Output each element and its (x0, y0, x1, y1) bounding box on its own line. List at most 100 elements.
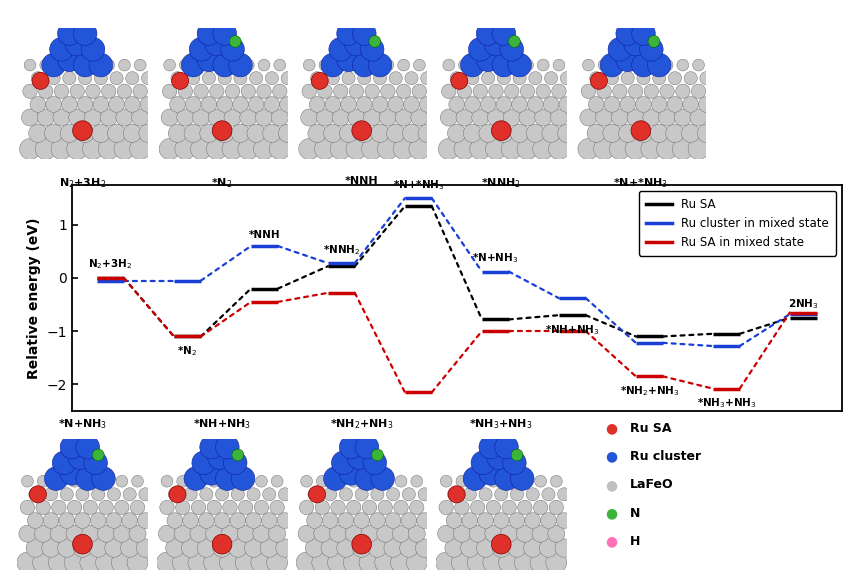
Circle shape (231, 124, 250, 143)
Text: *N$_2$: *N$_2$ (178, 345, 197, 358)
Circle shape (467, 552, 488, 573)
Circle shape (510, 124, 529, 143)
Circle shape (210, 84, 224, 99)
Circle shape (43, 512, 59, 528)
Circle shape (352, 121, 371, 140)
Circle shape (212, 534, 232, 554)
Circle shape (118, 59, 130, 71)
Circle shape (300, 475, 312, 487)
Circle shape (124, 124, 141, 143)
Circle shape (77, 96, 93, 112)
Circle shape (92, 449, 104, 461)
Circle shape (100, 109, 118, 126)
Circle shape (161, 475, 173, 487)
Circle shape (493, 512, 509, 528)
Circle shape (212, 121, 232, 140)
Circle shape (175, 139, 195, 160)
Circle shape (411, 109, 428, 126)
Circle shape (627, 109, 644, 126)
Circle shape (339, 461, 363, 485)
Circle shape (52, 451, 76, 475)
Circle shape (476, 22, 500, 45)
Circle shape (31, 72, 45, 85)
Circle shape (85, 109, 102, 126)
Circle shape (632, 22, 656, 45)
Circle shape (549, 500, 563, 515)
Text: *NH+NH$_3$: *NH+NH$_3$ (193, 417, 251, 431)
Circle shape (183, 512, 199, 528)
Circle shape (387, 96, 404, 112)
Circle shape (401, 512, 417, 528)
Circle shape (484, 32, 508, 56)
Circle shape (250, 72, 263, 85)
Circle shape (519, 109, 536, 126)
Circle shape (274, 59, 286, 71)
Circle shape (368, 539, 387, 557)
Circle shape (200, 461, 223, 485)
Circle shape (464, 467, 486, 490)
Circle shape (682, 124, 700, 143)
Circle shape (85, 84, 100, 99)
Circle shape (302, 84, 316, 99)
Circle shape (133, 84, 147, 99)
Circle shape (233, 72, 247, 85)
Circle shape (590, 72, 603, 85)
Circle shape (132, 109, 149, 126)
Circle shape (370, 512, 385, 528)
Circle shape (59, 512, 74, 528)
Circle shape (74, 22, 97, 45)
Circle shape (631, 121, 651, 140)
Text: *NH+NH$_3$: *NH+NH$_3$ (545, 323, 600, 337)
Circle shape (327, 552, 349, 573)
Circle shape (460, 539, 479, 557)
Circle shape (398, 59, 409, 71)
Circle shape (525, 512, 541, 528)
Circle shape (483, 552, 504, 573)
Circle shape (456, 475, 468, 487)
Circle shape (512, 96, 528, 112)
Circle shape (174, 525, 191, 542)
Circle shape (192, 451, 216, 475)
Circle shape (479, 436, 503, 459)
Circle shape (324, 488, 337, 501)
Circle shape (140, 96, 156, 112)
Circle shape (60, 124, 79, 143)
Circle shape (464, 124, 481, 143)
Circle shape (503, 109, 520, 126)
Circle shape (558, 488, 571, 501)
Circle shape (306, 512, 322, 528)
Circle shape (62, 96, 77, 112)
Circle shape (339, 488, 353, 501)
Circle shape (395, 109, 412, 126)
Circle shape (205, 32, 228, 56)
Circle shape (139, 488, 152, 501)
Circle shape (379, 109, 397, 126)
Circle shape (45, 467, 68, 490)
Circle shape (614, 59, 626, 71)
Text: *NH$_3$+NH$_3$: *NH$_3$+NH$_3$ (696, 397, 756, 410)
Circle shape (316, 475, 328, 487)
Circle shape (129, 139, 151, 160)
Circle shape (346, 139, 367, 160)
Circle shape (276, 539, 294, 557)
Text: 2NH$_3$: 2NH$_3$ (788, 298, 819, 312)
Circle shape (164, 59, 175, 71)
Ru SA in mixed state (118, 275, 129, 282)
Circle shape (21, 109, 39, 126)
Circle shape (63, 72, 76, 85)
Circle shape (492, 539, 510, 557)
Circle shape (347, 500, 361, 515)
Circle shape (71, 59, 83, 71)
Circle shape (683, 96, 699, 112)
Circle shape (460, 53, 484, 77)
Circle shape (503, 451, 526, 475)
Circle shape (697, 124, 716, 143)
Circle shape (227, 59, 239, 71)
Circle shape (84, 451, 107, 475)
Circle shape (616, 48, 640, 72)
Circle shape (349, 84, 364, 99)
Circle shape (629, 84, 643, 99)
Circle shape (545, 72, 558, 85)
Circle shape (332, 451, 355, 475)
Circle shape (355, 488, 368, 501)
